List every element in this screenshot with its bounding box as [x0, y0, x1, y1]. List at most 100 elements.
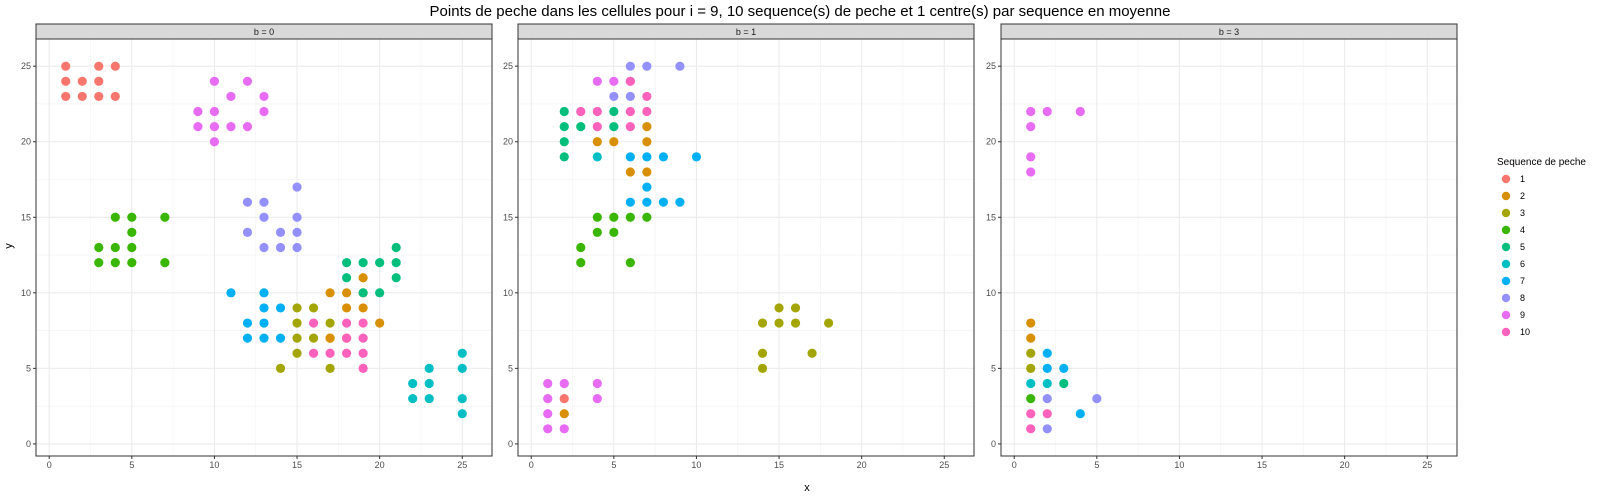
data-point-sequence-8 — [292, 182, 302, 192]
data-point-sequence-3 — [325, 363, 335, 373]
x-tick-label: 15 — [292, 460, 302, 470]
data-point-sequence-2 — [1026, 333, 1036, 343]
data-point-sequence-7 — [1059, 363, 1069, 373]
data-point-sequence-9 — [226, 122, 236, 132]
y-tick-label: 20 — [503, 137, 513, 147]
data-point-sequence-3 — [807, 348, 817, 358]
data-point-sequence-9 — [543, 378, 553, 389]
data-point-sequence-4 — [592, 227, 602, 237]
x-tick-label: 0 — [1012, 460, 1017, 470]
data-point-sequence-4 — [576, 242, 586, 253]
legend-label-7: 7 — [1520, 276, 1525, 286]
data-point-sequence-5 — [559, 106, 569, 117]
data-point-sequence-3 — [325, 318, 335, 328]
x-tick-label: 10 — [691, 460, 701, 470]
data-point-sequence-9 — [242, 122, 253, 132]
data-point-sequence-8 — [1042, 393, 1052, 404]
legend-key-9 — [1501, 310, 1511, 320]
y-tick-label: 10 — [503, 288, 513, 298]
data-point-sequence-2 — [625, 167, 635, 177]
data-point-sequence-4 — [127, 227, 137, 237]
facet-strip-label: b = 1 — [736, 27, 756, 37]
data-point-sequence-7 — [275, 333, 286, 343]
data-point-sequence-3 — [774, 303, 784, 313]
data-point-sequence-7 — [242, 318, 253, 328]
data-point-sequence-10 — [358, 333, 368, 343]
data-point-sequence-2 — [642, 137, 652, 147]
data-point-sequence-4 — [576, 258, 586, 268]
data-point-sequence-8 — [642, 61, 652, 71]
data-point-sequence-3 — [292, 333, 302, 343]
data-point-sequence-3 — [1026, 363, 1036, 373]
data-point-sequence-9 — [1042, 106, 1052, 117]
data-point-sequence-6 — [457, 393, 467, 404]
data-point-sequence-3 — [292, 348, 302, 358]
data-point-sequence-8 — [275, 227, 286, 237]
data-point-sequence-10 — [308, 318, 319, 328]
data-point-sequence-6 — [1042, 378, 1052, 389]
data-point-sequence-3 — [757, 348, 768, 358]
data-point-sequence-8 — [242, 197, 253, 207]
legend-key-4 — [1501, 225, 1511, 235]
data-point-sequence-7 — [275, 303, 286, 313]
data-point-sequence-5 — [342, 258, 352, 268]
y-tick-label: 15 — [986, 212, 996, 222]
data-point-sequence-10 — [358, 318, 368, 328]
data-point-sequence-10 — [592, 106, 602, 117]
data-point-sequence-3 — [790, 303, 801, 313]
data-point-sequence-4 — [110, 242, 120, 253]
legend-label-5: 5 — [1520, 242, 1525, 252]
data-point-sequence-8 — [259, 212, 269, 222]
data-point-sequence-9 — [592, 378, 602, 389]
data-point-sequence-9 — [242, 76, 253, 86]
facet-panel: b = 0 0 5 10 15 20 25 0 5 10 15 20 25 — [21, 23, 493, 470]
data-point-sequence-10 — [576, 106, 586, 117]
data-point-sequence-5 — [609, 122, 619, 132]
data-point-sequence-8 — [275, 242, 286, 253]
legend-label-4: 4 — [1520, 225, 1525, 235]
data-point-sequence-6 — [408, 393, 418, 404]
data-point-sequence-5 — [358, 288, 368, 298]
facet-panels: b = 0 0 5 10 15 20 25 0 5 10 15 20 25 b = 1 0 5 10 15 20 25… — [21, 23, 1458, 470]
data-point-sequence-4 — [160, 258, 170, 268]
facet-panel: b = 1 0 5 10 15 20 25 0 5 10 15 20 25 — [503, 23, 975, 470]
data-point-sequence-7 — [259, 318, 269, 328]
data-point-sequence-6 — [1026, 378, 1036, 389]
data-point-sequence-1 — [61, 91, 71, 102]
data-point-sequence-9 — [193, 106, 203, 117]
data-point-sequence-4 — [127, 212, 137, 222]
data-point-sequence-2 — [559, 409, 569, 419]
legend-label-8: 8 — [1520, 293, 1525, 303]
data-point-sequence-7 — [625, 152, 635, 162]
legend-key-6 — [1501, 259, 1511, 269]
data-point-sequence-2 — [325, 333, 335, 343]
data-point-sequence-9 — [543, 424, 553, 434]
data-point-sequence-10 — [1042, 409, 1052, 419]
x-tick-label: 5 — [1094, 460, 1099, 470]
x-tick-label: 10 — [1174, 460, 1184, 470]
legend-key-7 — [1501, 276, 1511, 286]
data-point-sequence-4 — [110, 258, 120, 268]
x-tick-label: 10 — [209, 460, 219, 470]
data-point-sequence-4 — [1026, 393, 1036, 404]
legend-key-8 — [1501, 293, 1511, 303]
panel-border — [1000, 38, 1458, 457]
facet-strip-label: b = 0 — [254, 27, 274, 37]
data-point-sequence-9 — [193, 122, 203, 132]
facet-panel: b = 3 0 5 10 15 20 25 0 5 10 15 20 25 — [986, 23, 1458, 470]
legend-label-2: 2 — [1520, 191, 1525, 201]
data-point-sequence-9 — [543, 409, 553, 419]
data-point-sequence-9 — [1026, 122, 1036, 132]
y-tick-label: 25 — [503, 61, 513, 71]
data-point-sequence-10 — [1026, 424, 1036, 434]
data-point-sequence-4 — [160, 212, 170, 222]
data-point-sequence-9 — [592, 393, 602, 404]
data-point-sequence-8 — [259, 197, 269, 207]
y-tick-label: 0 — [991, 439, 996, 449]
legend-key-10 — [1501, 327, 1511, 337]
data-point-sequence-3 — [757, 318, 768, 328]
data-point-sequence-7 — [1042, 348, 1052, 358]
data-point-sequence-7 — [259, 303, 269, 313]
data-point-sequence-2 — [325, 288, 335, 298]
